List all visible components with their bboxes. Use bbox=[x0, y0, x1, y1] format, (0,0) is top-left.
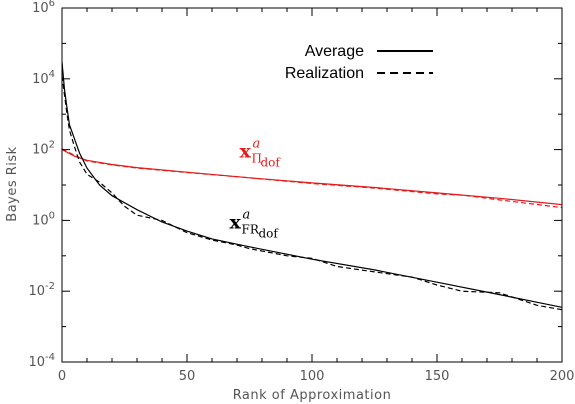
curve-label-subsub: dof bbox=[261, 155, 282, 169]
legend-label-solid: Average bbox=[305, 43, 364, 60]
y-tick-label: 106 bbox=[32, 0, 55, 16]
plot-frame bbox=[61, 7, 563, 363]
series-fr-solid bbox=[62, 61, 562, 308]
legend: Average Realization bbox=[285, 43, 433, 82]
curve-label-main: x bbox=[230, 211, 242, 233]
curve-label-sub: FR bbox=[242, 222, 260, 236]
x-tick-label: 200 bbox=[550, 369, 575, 384]
series-pi-dashed bbox=[62, 148, 562, 209]
y-tick-label: 100 bbox=[32, 210, 55, 228]
curve-label-subsub: dof bbox=[259, 226, 280, 240]
y-tick-label: 104 bbox=[32, 69, 55, 87]
curve-label-sup: a bbox=[253, 136, 261, 151]
legend-label-dashed: Realization bbox=[285, 65, 364, 82]
y-tick-label: 102 bbox=[32, 140, 55, 158]
curve-label-fr: x aFR dof bbox=[230, 207, 280, 240]
curves-layer bbox=[62, 61, 562, 311]
x-tick-label: 100 bbox=[300, 369, 325, 384]
x-tick-label: 0 bbox=[58, 369, 66, 384]
curve-label-main: x bbox=[240, 140, 252, 162]
series-pi-solid bbox=[62, 149, 562, 206]
y-tick-label: 10-4 bbox=[28, 352, 55, 370]
x-tick-label: 150 bbox=[425, 369, 450, 384]
y-axis-label: Bayes Risk bbox=[5, 146, 20, 221]
curve-label-sub: Π bbox=[252, 151, 262, 165]
plot-frame-layer bbox=[61, 7, 563, 363]
series-fr-dashed bbox=[62, 75, 562, 311]
y-tick-label: 10-2 bbox=[28, 281, 55, 299]
ticks-layer: 0 50 100 150 200 10-4 10-2 100 102 104 106 bbox=[28, 0, 574, 384]
x-tick-label: 50 bbox=[179, 369, 196, 384]
curve-label-sup: a bbox=[243, 207, 251, 222]
x-axis-label: Rank of Approximation bbox=[233, 388, 392, 403]
